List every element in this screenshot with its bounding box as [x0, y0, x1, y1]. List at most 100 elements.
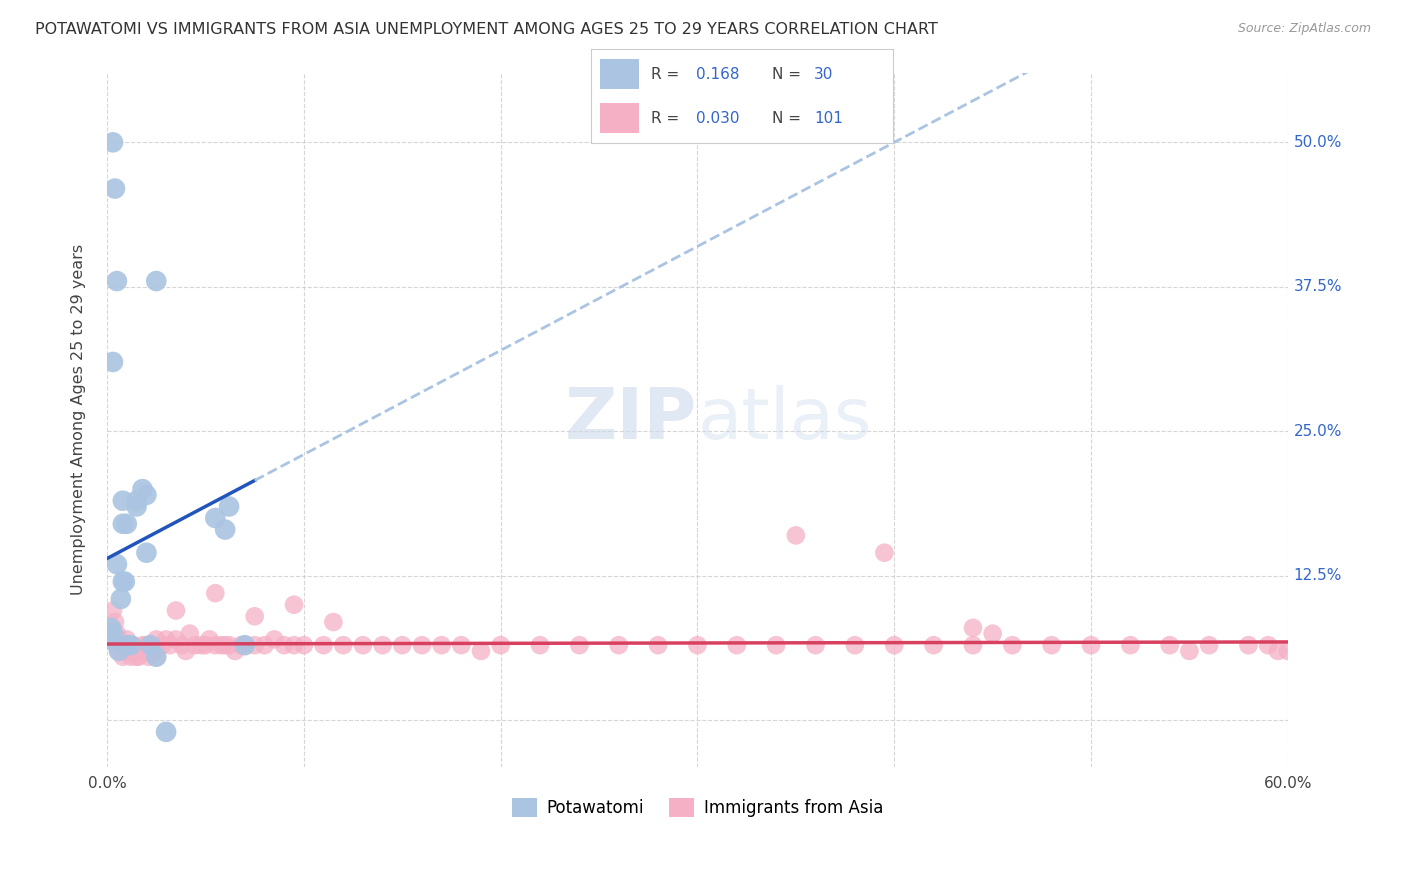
Text: 12.5%: 12.5%: [1294, 568, 1343, 583]
Point: [529, 638, 551, 652]
Point: [134, 644, 156, 658]
Point: [129, 644, 152, 658]
Point: [568, 638, 591, 652]
Point: [111, 516, 134, 531]
Point: [204, 511, 226, 525]
Point: [101, 355, 124, 369]
Point: [101, 136, 124, 150]
Point: [873, 546, 896, 560]
Point: [263, 632, 285, 647]
Point: [125, 500, 148, 514]
Point: [273, 638, 295, 652]
Text: atlas: atlas: [697, 385, 872, 454]
Text: 25.0%: 25.0%: [1294, 424, 1343, 439]
Point: [204, 586, 226, 600]
Text: N =: N =: [772, 67, 806, 82]
Point: [100, 621, 122, 635]
Point: [184, 638, 207, 652]
Point: [1257, 638, 1279, 652]
Point: [120, 638, 142, 652]
Point: [120, 638, 142, 652]
Point: [1267, 644, 1289, 658]
Text: 30: 30: [814, 67, 834, 82]
Point: [110, 591, 132, 606]
Text: N =: N =: [772, 111, 806, 126]
Point: [165, 632, 187, 647]
Point: [332, 638, 354, 652]
Point: [179, 626, 201, 640]
Point: [607, 638, 630, 652]
Point: [111, 638, 134, 652]
Point: [233, 638, 256, 652]
Point: [125, 493, 148, 508]
Point: [962, 638, 984, 652]
Point: [111, 574, 134, 589]
Point: [371, 638, 394, 652]
Point: [883, 638, 905, 652]
Point: [1040, 638, 1063, 652]
Point: [1178, 644, 1201, 658]
Point: [155, 632, 177, 647]
Point: [229, 638, 252, 652]
Text: 0.030: 0.030: [696, 111, 740, 126]
Point: [145, 632, 167, 647]
Point: [100, 621, 122, 635]
Point: [105, 638, 128, 652]
Point: [125, 649, 148, 664]
Point: [243, 609, 266, 624]
Point: [785, 528, 807, 542]
Point: [411, 638, 433, 652]
Point: [135, 546, 157, 560]
Point: [1237, 638, 1260, 652]
Point: [686, 638, 709, 652]
Point: [198, 632, 221, 647]
Point: [214, 523, 236, 537]
Point: [922, 638, 945, 652]
Point: [218, 638, 240, 652]
Point: [145, 649, 167, 664]
Text: R =: R =: [651, 67, 685, 82]
Point: [209, 638, 232, 652]
Point: [981, 626, 1004, 640]
Point: [170, 638, 193, 652]
Point: [125, 644, 148, 658]
Point: [141, 638, 163, 652]
Point: [312, 638, 335, 652]
Point: [138, 649, 160, 664]
Point: [1001, 638, 1024, 652]
Point: [218, 500, 240, 514]
Point: [110, 638, 132, 652]
Text: Source: ZipAtlas.com: Source: ZipAtlas.com: [1237, 22, 1371, 36]
Point: [104, 181, 127, 195]
Point: [1277, 644, 1299, 658]
Point: [1198, 638, 1220, 652]
Point: [120, 649, 142, 664]
Y-axis label: Unemployment Among Ages 25 to 29 years: Unemployment Among Ages 25 to 29 years: [72, 244, 86, 595]
Point: [135, 644, 157, 658]
Point: [174, 644, 197, 658]
Point: [108, 644, 131, 658]
Point: [725, 638, 748, 652]
Text: 0.168: 0.168: [696, 67, 740, 82]
Point: [150, 638, 173, 652]
Point: [962, 621, 984, 635]
Point: [470, 644, 492, 658]
Point: [804, 638, 827, 652]
Point: [124, 644, 146, 658]
Point: [233, 638, 256, 652]
Point: [489, 638, 512, 652]
Point: [111, 493, 134, 508]
Point: [243, 638, 266, 652]
Point: [1159, 638, 1181, 652]
Point: [224, 644, 246, 658]
Point: [108, 632, 131, 647]
Point: [128, 649, 150, 664]
Point: [105, 626, 128, 640]
Point: [111, 649, 134, 664]
Point: [253, 638, 276, 652]
Legend: Potawatomi, Immigrants from Asia: Potawatomi, Immigrants from Asia: [505, 791, 890, 824]
Point: [114, 574, 136, 589]
Point: [101, 603, 124, 617]
Point: [101, 632, 124, 647]
Point: [139, 638, 162, 652]
